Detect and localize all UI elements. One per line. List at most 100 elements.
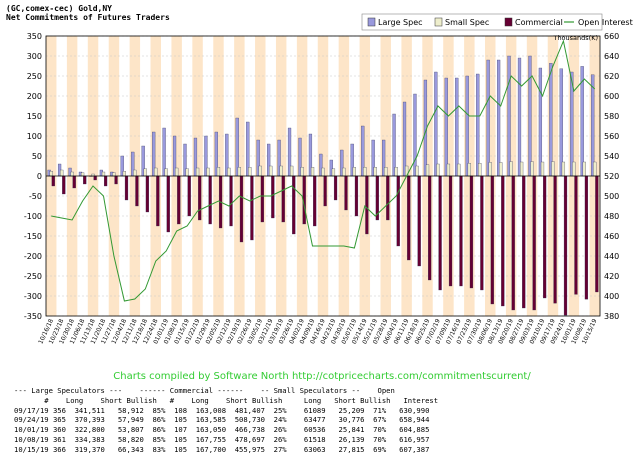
small-spec-bar <box>237 167 241 177</box>
commercial-bar <box>532 175 536 311</box>
y-tick-label: -250 <box>24 272 42 281</box>
credit-line: Charts compiled by Software North http:/… <box>113 371 531 382</box>
commercial-bar <box>260 175 264 223</box>
cot-chart: 350300250200150100500-50-100-150-200-250… <box>24 13 633 345</box>
legend-swatch <box>504 17 513 27</box>
large-spec-bar <box>591 74 595 177</box>
large-spec-bar <box>528 55 532 177</box>
large-spec-bar <box>465 75 469 177</box>
small-spec-bar <box>572 161 576 177</box>
y2-tick-label: 520 <box>604 172 619 181</box>
small-spec-bar <box>384 167 388 177</box>
commercial-bar <box>543 175 547 299</box>
commercial-bar <box>103 175 108 187</box>
commercial-bar <box>448 175 453 287</box>
small-spec-bar <box>331 168 336 177</box>
commercial-bar <box>595 175 599 293</box>
y-tick-label: -350 <box>24 312 42 321</box>
commercial-bar <box>417 175 421 267</box>
table-row: 09/24/19 365 370,393 57,949 86% 105 163,… <box>14 415 430 425</box>
legend-label: Open Interest <box>578 18 633 27</box>
commercial-bar <box>511 175 515 311</box>
small-spec-bar <box>467 163 471 177</box>
large-spec-bar <box>402 101 407 177</box>
table-row: 10/08/19 361 334,383 58,820 85% 105 167,… <box>14 434 430 444</box>
commercial-bar <box>490 175 494 305</box>
small-spec-bar <box>373 167 377 177</box>
small-spec-bar <box>258 165 262 177</box>
y-tick-label: -200 <box>24 252 42 261</box>
small-spec-bar <box>593 161 597 177</box>
y2-tick-label: 380 <box>604 312 619 321</box>
small-spec-bar <box>352 167 356 177</box>
y2-tick-label: 540 <box>604 152 619 161</box>
small-spec-bar <box>551 161 555 177</box>
small-spec-bar <box>122 171 126 177</box>
commercial-bar <box>469 175 474 289</box>
summary-table: --- Large Speculators --- ------ Commerc… <box>14 386 438 455</box>
y2-tick-label: 560 <box>604 132 619 141</box>
y2-tick-label: 580 <box>604 112 619 121</box>
small-spec-bar <box>530 161 534 177</box>
commercial-bar <box>584 175 589 300</box>
large-spec-bar <box>455 77 459 177</box>
small-spec-bar <box>394 167 398 177</box>
commercial-bar <box>124 175 129 201</box>
commercial-bar <box>83 175 87 185</box>
y-tick-label: 300 <box>27 52 42 61</box>
small-spec-bar <box>185 168 189 177</box>
small-spec-bar <box>133 169 137 177</box>
y2-tick-label: 480 <box>604 212 619 221</box>
commercial-bar <box>93 175 97 181</box>
large-spec-bar <box>444 77 448 177</box>
y2-tick-label: 620 <box>604 72 619 81</box>
commercial-bar <box>553 175 557 304</box>
commercial-bar <box>480 175 484 291</box>
commercial-bar <box>438 175 442 291</box>
table-header-row: # Long Short Bullish # Long Short Bullis… <box>14 395 439 405</box>
large-spec-bar <box>549 63 553 177</box>
commercial-bar <box>407 175 411 261</box>
commercial-bar <box>187 175 191 217</box>
commercial-bar <box>574 175 578 295</box>
large-spec-bar <box>538 67 543 177</box>
y-tick-label: -50 <box>29 192 42 201</box>
large-spec-bar <box>559 68 563 177</box>
small-spec-bar <box>143 168 147 177</box>
small-spec-bar <box>60 169 64 177</box>
small-spec-bar <box>279 165 283 177</box>
small-spec-bar <box>112 172 116 177</box>
small-spec-bar <box>101 171 106 177</box>
small-spec-bar <box>415 165 419 177</box>
small-spec-bar <box>499 162 503 177</box>
commercial-bar <box>281 175 285 223</box>
commercial-bar <box>250 175 254 241</box>
commercial-bar <box>365 175 369 235</box>
commercial-bar <box>563 175 568 316</box>
small-spec-bar <box>80 172 85 177</box>
large-spec-bar <box>507 55 511 177</box>
small-spec-bar <box>478 163 482 177</box>
commercial-bar <box>396 175 400 247</box>
small-spec-bar <box>540 161 545 177</box>
small-spec-bar <box>582 161 586 177</box>
y-tick-label: 150 <box>27 112 42 121</box>
small-spec-bar <box>321 167 325 177</box>
large-spec-bar <box>434 71 438 177</box>
legend: Large Spec Small Spec Commercial Open Inter… <box>361 13 633 31</box>
y2-tick-label: 440 <box>604 252 619 261</box>
commercial-bar <box>271 175 275 219</box>
y2-tick-label: 420 <box>604 272 619 281</box>
y-tick-label: 0 <box>37 172 42 181</box>
chart-title: (GC,comex-cec) Gold,NY <box>6 4 112 13</box>
legend-swatch <box>367 17 376 27</box>
commercial-bar <box>428 175 432 281</box>
small-spec-bar <box>227 167 231 177</box>
small-spec-bar <box>488 162 492 177</box>
chart-subtitle: Net Commitments of Futures Traders <box>6 13 170 22</box>
y2-tick-label: 460 <box>604 232 619 241</box>
commercial-bar <box>323 175 327 207</box>
commercial-bar <box>344 175 348 211</box>
large-spec-bar <box>476 73 480 177</box>
small-spec-bar <box>195 167 200 177</box>
